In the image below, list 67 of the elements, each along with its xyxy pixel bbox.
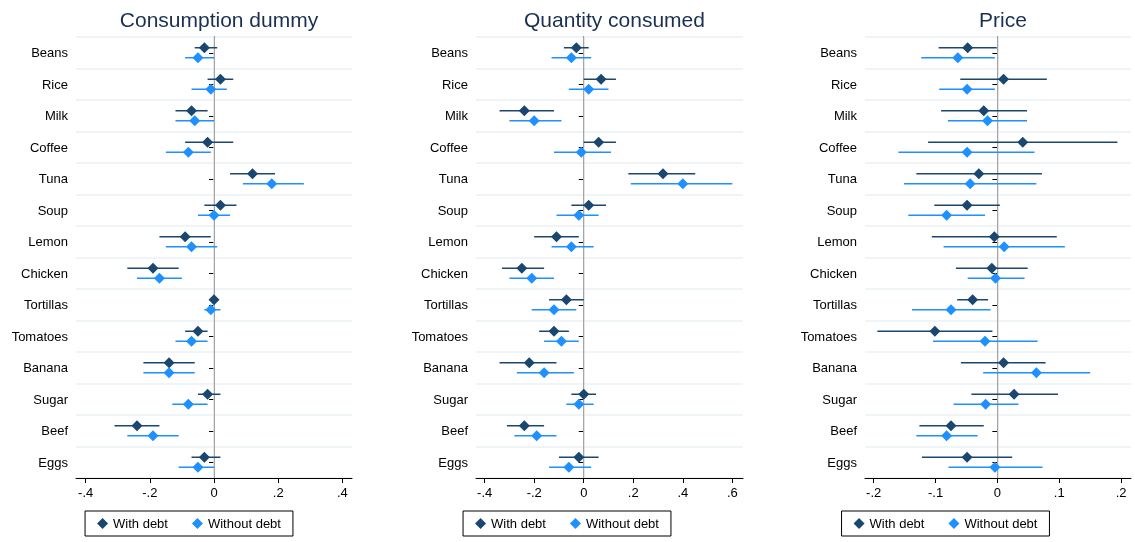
y-tick-label: Milk	[444, 108, 469, 124]
y-tick-label: Chicken	[810, 265, 857, 281]
chart-title: Price	[979, 8, 1027, 31]
y-tick-label: Tomatoes	[800, 328, 858, 344]
y-tick-label: Soup	[826, 202, 857, 218]
y-tick-label: Tomatoes	[11, 328, 69, 344]
y-tick-label: Milk	[44, 108, 69, 124]
y-tick-label: Coffee	[818, 139, 857, 155]
x-tick-label: .2	[1115, 485, 1127, 500]
chart-title: Consumption dummy	[119, 8, 319, 31]
y-tick-label: Beans	[820, 45, 858, 61]
y-tick-label: Eggs	[438, 454, 469, 470]
y-tick-label: Coffee	[429, 139, 468, 155]
y-tick-label: Tuna	[827, 171, 858, 187]
y-tick-label: Soup	[37, 202, 68, 218]
y-tick-label: Coffee	[29, 139, 68, 155]
y-tick-label: Banana	[812, 360, 858, 376]
y-tick-label: Rice	[441, 76, 468, 92]
y-tick-label: Soup	[437, 202, 468, 218]
y-tick-label: Tortillas	[812, 297, 858, 313]
x-tick-label: 0	[580, 485, 588, 500]
x-tick-label: .1	[1053, 485, 1065, 500]
x-tick-label: -.4	[78, 485, 94, 500]
y-tick-label: Lemon	[817, 234, 857, 250]
x-tick-label: .2	[272, 485, 284, 500]
legend-label: Without debt	[964, 516, 1038, 531]
y-tick-label: Beans	[31, 45, 69, 61]
x-tick-label: -.1	[927, 485, 944, 500]
x-tick-label: .4	[336, 485, 348, 500]
y-tick-label: Sugar	[822, 391, 858, 407]
x-tick-label: -.2	[526, 485, 542, 500]
chart-title: Quantity consumed	[524, 8, 705, 31]
y-tick-label: Eggs	[827, 454, 858, 470]
x-tick-label: .2	[627, 485, 639, 500]
y-tick-label: Lemon	[28, 234, 68, 250]
y-tick-label: Chicken	[21, 265, 68, 281]
y-tick-label: Eggs	[38, 454, 69, 470]
x-tick-label: 0	[210, 485, 218, 500]
y-tick-label: Banana	[23, 360, 69, 376]
y-tick-label: Tuna	[438, 171, 469, 187]
y-tick-label: Tomatoes	[411, 328, 469, 344]
y-tick-label: Sugar	[433, 391, 469, 407]
y-tick-label: Tuna	[38, 171, 69, 187]
y-tick-label: Rice	[830, 76, 857, 92]
x-tick-label: -.2	[866, 485, 882, 500]
x-tick-label: .4	[677, 485, 689, 500]
y-tick-label: Beef	[441, 423, 469, 439]
y-tick-label: Milk	[833, 108, 858, 124]
y-tick-label: Rice	[41, 76, 68, 92]
legend-label: With debt	[113, 516, 169, 531]
y-tick-label: Tortillas	[423, 297, 469, 313]
x-tick-label: 0	[993, 485, 1001, 500]
legend-label: With debt	[869, 516, 925, 531]
y-tick-label: Beef	[830, 423, 858, 439]
y-tick-label: Beef	[41, 423, 69, 439]
y-tick-label: Banana	[423, 360, 469, 376]
legend-label: Without debt	[585, 516, 660, 531]
y-tick-label: Tortillas	[23, 297, 69, 313]
legend-label: Without debt	[207, 516, 282, 531]
x-tick-label: .6	[726, 485, 738, 500]
x-tick-label: -.2	[142, 485, 158, 500]
legend-label: With debt	[491, 516, 547, 531]
y-tick-label: Sugar	[33, 391, 69, 407]
y-tick-label: Lemon	[428, 234, 468, 250]
y-tick-label: Beans	[431, 45, 469, 61]
y-tick-label: Chicken	[421, 265, 468, 281]
x-tick-label: -.4	[477, 485, 493, 500]
